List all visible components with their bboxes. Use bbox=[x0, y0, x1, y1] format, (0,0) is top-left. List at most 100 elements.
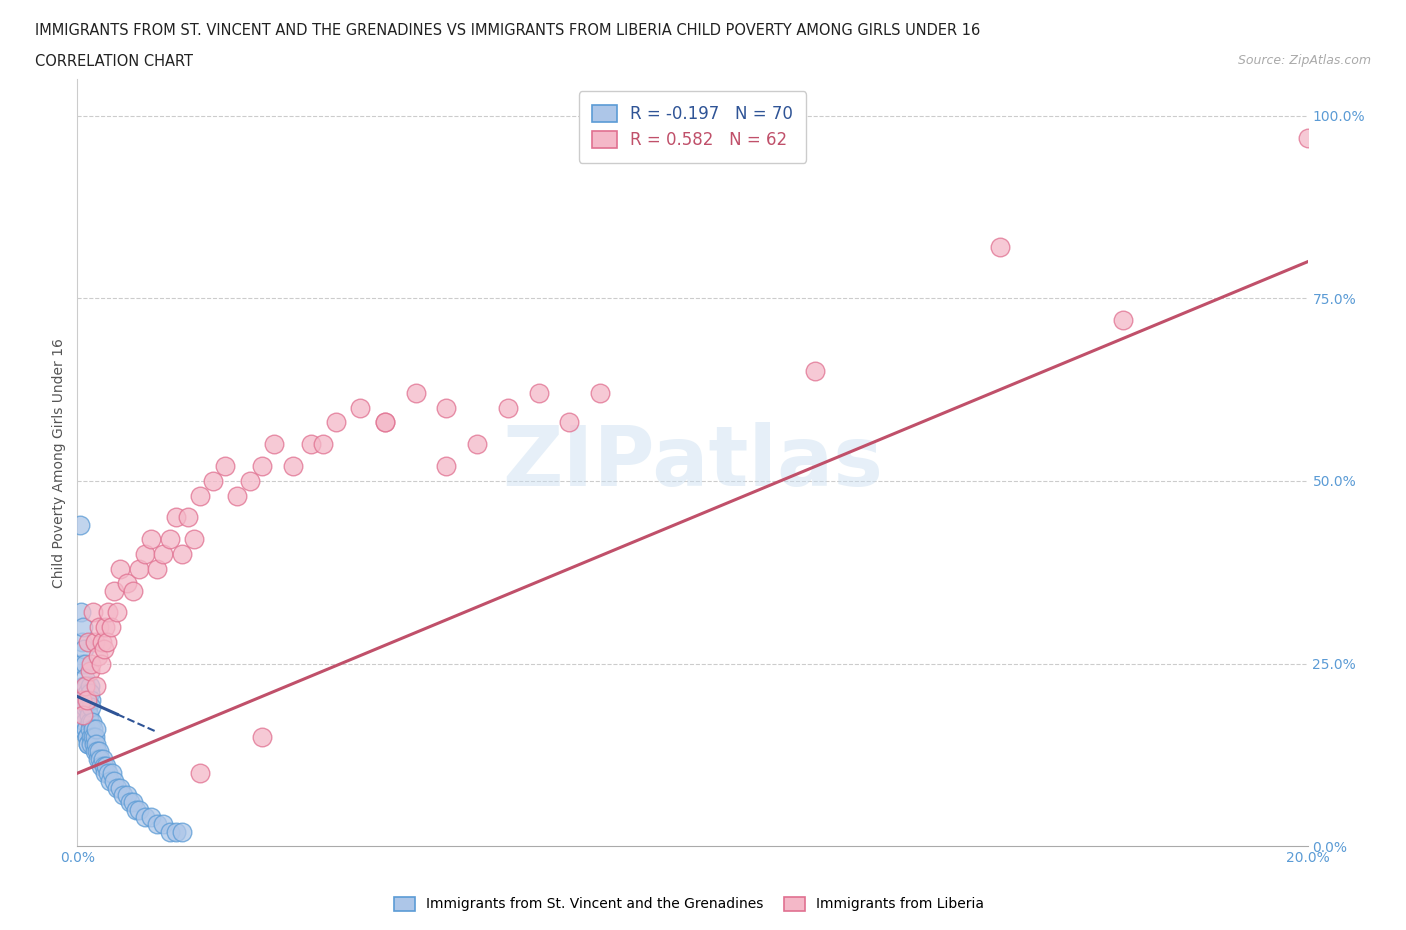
Point bbox=[226, 488, 249, 503]
Point bbox=[250, 458, 273, 473]
Point bbox=[110, 780, 132, 795]
Point bbox=[299, 437, 322, 452]
Point bbox=[76, 685, 98, 700]
Point bbox=[558, 415, 581, 430]
Point bbox=[76, 729, 98, 744]
Point bbox=[97, 765, 120, 780]
Point bbox=[75, 722, 97, 737]
Point bbox=[70, 693, 93, 708]
Point bbox=[84, 678, 107, 693]
Point bbox=[125, 803, 148, 817]
Point bbox=[263, 437, 285, 452]
Point bbox=[69, 517, 91, 532]
Point bbox=[75, 671, 97, 685]
Point bbox=[82, 605, 104, 620]
Point bbox=[72, 708, 94, 723]
Point bbox=[86, 737, 108, 751]
Point bbox=[103, 773, 125, 788]
Point bbox=[165, 510, 187, 525]
Point bbox=[118, 795, 141, 810]
Point bbox=[152, 547, 174, 562]
Point bbox=[89, 751, 111, 766]
Point bbox=[103, 583, 125, 598]
Point bbox=[77, 737, 100, 751]
Point bbox=[73, 700, 96, 715]
Point bbox=[90, 657, 112, 671]
Point bbox=[312, 437, 335, 452]
Point bbox=[79, 714, 101, 729]
Point bbox=[80, 657, 103, 671]
Point bbox=[128, 803, 150, 817]
Point bbox=[183, 532, 205, 547]
Point bbox=[80, 693, 103, 708]
Point bbox=[83, 744, 105, 759]
Point bbox=[988, 240, 1011, 255]
Point bbox=[80, 700, 103, 715]
Point bbox=[80, 737, 103, 751]
Point bbox=[121, 583, 143, 598]
Text: CORRELATION CHART: CORRELATION CHART bbox=[35, 54, 193, 69]
Point bbox=[101, 765, 124, 780]
Point bbox=[83, 634, 105, 649]
Point bbox=[82, 714, 104, 729]
Point bbox=[70, 693, 93, 708]
Point bbox=[77, 634, 100, 649]
Point bbox=[134, 810, 156, 825]
Point bbox=[72, 722, 94, 737]
Point bbox=[96, 759, 118, 774]
Point bbox=[91, 751, 114, 766]
Point bbox=[75, 678, 97, 693]
Point bbox=[188, 488, 212, 503]
Point bbox=[90, 634, 114, 649]
Point bbox=[152, 817, 174, 831]
Point bbox=[214, 458, 236, 473]
Point bbox=[87, 619, 110, 634]
Point bbox=[87, 744, 110, 759]
Y-axis label: Child Poverty Among Girls Under 16: Child Poverty Among Girls Under 16 bbox=[52, 338, 66, 588]
Point bbox=[77, 700, 100, 715]
Point bbox=[325, 415, 347, 430]
Point bbox=[79, 685, 101, 700]
Point bbox=[374, 415, 396, 430]
Point bbox=[82, 722, 104, 737]
Point bbox=[77, 708, 100, 723]
Point bbox=[134, 547, 156, 562]
Point bbox=[405, 386, 427, 401]
Point bbox=[76, 729, 98, 744]
Point bbox=[112, 788, 135, 803]
Point bbox=[79, 722, 101, 737]
Point bbox=[374, 415, 396, 430]
Point bbox=[159, 824, 181, 839]
Point bbox=[141, 532, 163, 547]
Point bbox=[349, 401, 371, 416]
Point bbox=[115, 788, 138, 803]
Text: ZIPatlas: ZIPatlas bbox=[502, 422, 883, 503]
Point bbox=[170, 824, 193, 839]
Legend: R = -0.197   N = 70, R = 0.582   N = 62: R = -0.197 N = 70, R = 0.582 N = 62 bbox=[578, 91, 807, 163]
Point bbox=[73, 657, 96, 671]
Point bbox=[97, 605, 120, 620]
Point bbox=[94, 765, 117, 780]
Point bbox=[76, 693, 98, 708]
Point bbox=[72, 708, 94, 723]
Point bbox=[105, 780, 128, 795]
Point bbox=[76, 693, 98, 708]
Point bbox=[80, 729, 103, 744]
Point bbox=[177, 510, 200, 525]
Point bbox=[86, 751, 108, 766]
Point bbox=[70, 605, 93, 620]
Point bbox=[100, 619, 122, 634]
Legend: Immigrants from St. Vincent and the Grenadines, Immigrants from Liberia: Immigrants from St. Vincent and the Gren… bbox=[387, 890, 991, 919]
Point bbox=[94, 619, 117, 634]
Point bbox=[86, 649, 108, 664]
Point bbox=[188, 765, 212, 780]
Point bbox=[804, 364, 827, 379]
Point bbox=[86, 744, 108, 759]
Point bbox=[436, 458, 458, 473]
Point bbox=[115, 576, 138, 591]
Point bbox=[72, 678, 94, 693]
Point bbox=[70, 657, 93, 671]
Point bbox=[141, 810, 163, 825]
Point bbox=[496, 401, 519, 416]
Point bbox=[527, 386, 550, 401]
